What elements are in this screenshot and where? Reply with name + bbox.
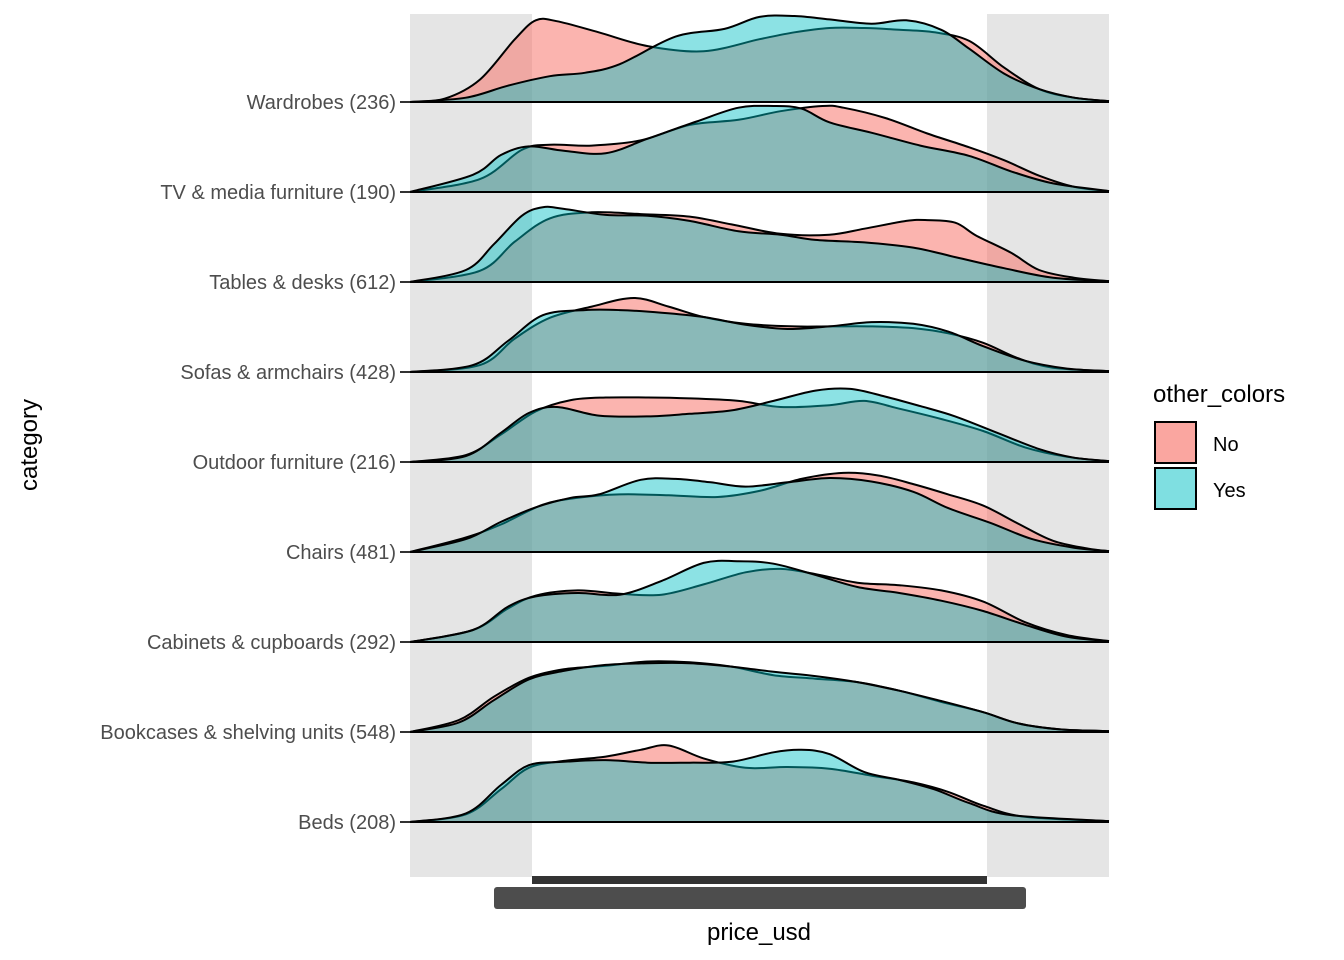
legend-title: other_colors bbox=[1153, 381, 1285, 408]
x-tick-labels-overplotted bbox=[494, 887, 1026, 909]
ridge-5 bbox=[409, 471, 1110, 553]
density-line-no bbox=[409, 211, 1110, 283]
density-line-yes bbox=[409, 104, 1110, 193]
legend-item-no: No bbox=[1154, 421, 1239, 464]
category-label: Beds (208) bbox=[298, 812, 396, 834]
x-axis: price_usd bbox=[494, 876, 1026, 946]
density-line-yes bbox=[409, 14, 1110, 103]
legend-key-no bbox=[1154, 421, 1197, 464]
density-area-no bbox=[410, 472, 1109, 552]
y-axis-title: category bbox=[16, 399, 43, 491]
category-label: Sofas & armchairs (428) bbox=[180, 362, 396, 384]
density-line-yes bbox=[409, 387, 1110, 463]
ridge-0 bbox=[409, 14, 1110, 103]
density-area-yes bbox=[410, 105, 1109, 192]
density-area-no bbox=[410, 745, 1109, 822]
density-area-yes bbox=[410, 309, 1109, 372]
density-area-no bbox=[410, 18, 1109, 103]
density-line-yes bbox=[409, 559, 1110, 643]
ridge-7 bbox=[409, 660, 1110, 733]
ridge-2 bbox=[409, 205, 1110, 283]
density-area-yes bbox=[410, 388, 1109, 462]
density-line-no bbox=[409, 744, 1110, 823]
ridge-3 bbox=[409, 296, 1110, 373]
category-label: TV & media furniture (190) bbox=[160, 182, 396, 204]
density-area-no bbox=[410, 212, 1109, 282]
density-area-no bbox=[410, 661, 1109, 732]
density-line-yes bbox=[409, 748, 1110, 823]
density-area-yes bbox=[410, 206, 1109, 282]
density-line-yes bbox=[409, 661, 1110, 733]
ridge-6 bbox=[409, 559, 1110, 643]
category-label: Wardrobes (236) bbox=[247, 92, 396, 114]
density-line-yes bbox=[409, 205, 1110, 283]
category-label: Chairs (481) bbox=[286, 542, 396, 564]
density-area-no bbox=[410, 568, 1109, 642]
legend-label-no: No bbox=[1213, 434, 1239, 456]
ridge-4 bbox=[409, 387, 1110, 463]
legend-key-yes bbox=[1154, 467, 1197, 510]
category-label: Tables & desks (612) bbox=[209, 272, 396, 294]
legend-label-yes: Yes bbox=[1213, 480, 1246, 502]
density-area-yes bbox=[410, 749, 1109, 822]
category-label: Bookcases & shelving units (548) bbox=[100, 722, 396, 744]
x-axis-title: price_usd bbox=[707, 919, 811, 946]
category-label: Outdoor furniture (216) bbox=[193, 452, 396, 474]
x-rug-bar bbox=[532, 876, 987, 884]
density-area-yes bbox=[410, 560, 1109, 642]
density-line-yes bbox=[409, 476, 1110, 553]
density-line-no bbox=[409, 17, 1110, 103]
legend: other_colors No Yes bbox=[1153, 381, 1285, 510]
density-area-no bbox=[410, 105, 1109, 192]
density-area-yes bbox=[410, 15, 1109, 103]
category-label: Cabinets & cupboards (292) bbox=[147, 632, 396, 654]
ridge-8 bbox=[409, 744, 1110, 823]
ridge-1 bbox=[409, 104, 1110, 193]
ridges-layer bbox=[409, 14, 1110, 823]
legend-item-yes: Yes bbox=[1154, 467, 1246, 510]
category-labels: Wardrobes (236) TV & media furniture (190… bbox=[100, 92, 410, 834]
density-line-no bbox=[409, 296, 1110, 373]
density-area-yes bbox=[410, 662, 1109, 732]
density-line-yes bbox=[409, 308, 1110, 373]
density-area-no bbox=[410, 298, 1109, 372]
